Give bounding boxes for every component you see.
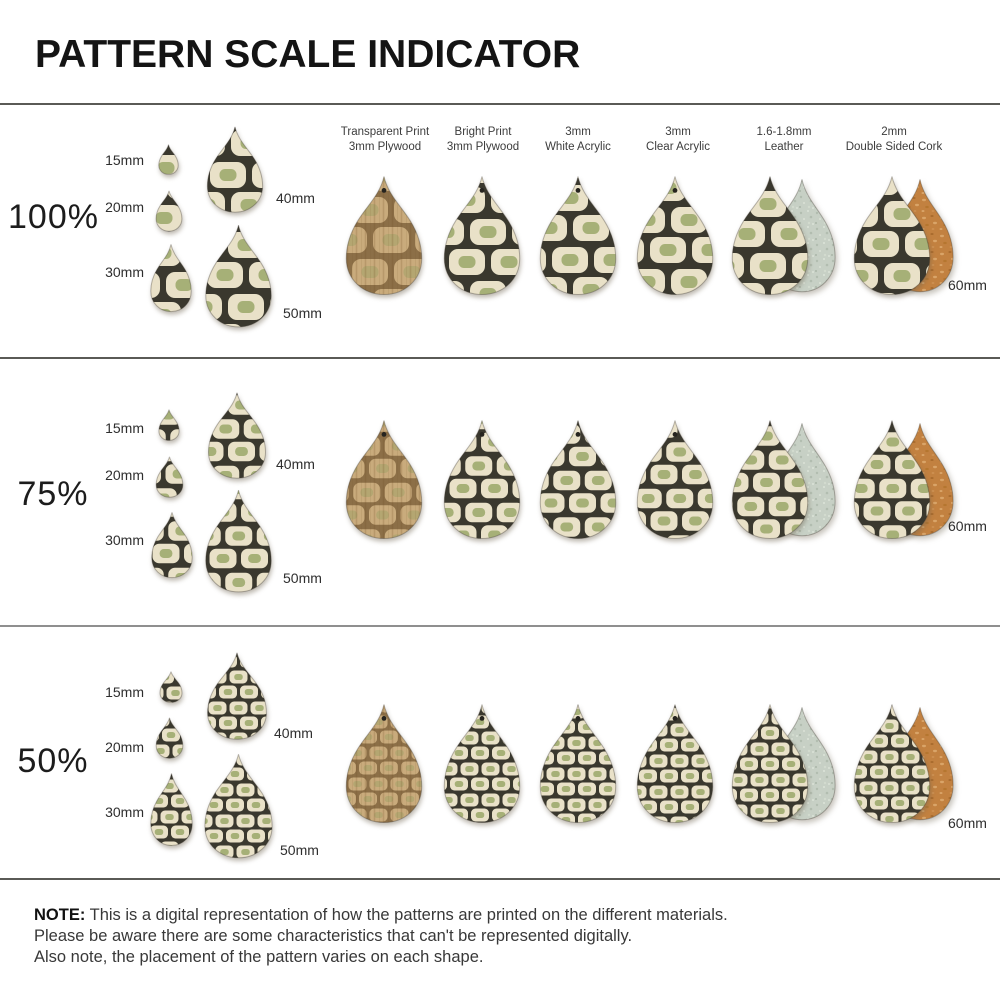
teardrop-material-white-acrylic xyxy=(537,702,619,825)
teardrop-material-leather xyxy=(729,702,811,825)
size-label-20mm: 20mm xyxy=(105,467,144,483)
teardrop-sample-50mm xyxy=(203,223,274,329)
teardrop-sample-30mm xyxy=(149,243,193,313)
teardrop-sample-15mm xyxy=(158,409,180,441)
size-label-50mm: 50mm xyxy=(283,305,322,321)
footnote-line1: NOTE: This is a digital representation o… xyxy=(34,906,728,924)
teardrop-sample-40mm xyxy=(206,391,268,480)
size-label-30mm: 30mm xyxy=(105,532,144,548)
teardrop-sample-40mm xyxy=(205,651,269,741)
teardrop-sample-50mm xyxy=(202,752,275,860)
column-header-white-acrylic: 3mm White Acrylic xyxy=(545,126,611,153)
teardrop-sample-20mm xyxy=(155,717,184,759)
teardrop-material-cork xyxy=(851,702,933,825)
column-header-cork: 2mm Double Sided Cork xyxy=(845,126,943,153)
size-label-20mm: 20mm xyxy=(105,199,144,215)
size-label-30mm: 30mm xyxy=(105,264,144,280)
teardrop-sample-40mm xyxy=(205,125,265,214)
teardrop-sample-15mm xyxy=(158,144,179,175)
column-header-bright-plywood: Bright Print 3mm Plywood xyxy=(446,126,520,153)
teardrop-sample-50mm xyxy=(203,488,274,594)
teardrop-material-white-acrylic xyxy=(537,174,619,297)
scale-label-50: 50% xyxy=(17,742,89,780)
column-header-clear-acrylic: 3mm Clear Acrylic xyxy=(646,126,710,153)
teardrop-material-leather xyxy=(729,174,811,297)
divider-row1-row2 xyxy=(0,357,1000,359)
teardrop-sample-30mm xyxy=(149,772,194,847)
divider-top xyxy=(0,103,1000,105)
teardrop-material-leather xyxy=(729,418,811,541)
teardrop-material-transparent-plywood xyxy=(343,174,425,297)
teardrop-material-white-acrylic xyxy=(537,418,619,541)
size-label-15mm: 15mm xyxy=(105,684,144,700)
teardrop-sample-20mm xyxy=(155,190,183,232)
teardrop-material-bright-plywood xyxy=(441,418,523,541)
column-header-leather: 1.6-1.8mm Leather xyxy=(756,126,812,153)
size-label-30mm: 30mm xyxy=(105,804,144,820)
size-label-60mm: 60mm xyxy=(948,518,987,534)
footnote-line2: Please be aware there are some character… xyxy=(34,927,633,945)
teardrop-material-transparent-plywood xyxy=(343,702,425,825)
footnote-line3: Also note, the placement of the pattern … xyxy=(34,948,484,966)
teardrop-sample-20mm xyxy=(155,456,184,498)
scale-label-75: 75% xyxy=(17,475,89,513)
column-header-transparent-plywood: Transparent Print 3mm Plywood xyxy=(340,126,430,153)
size-label-40mm: 40mm xyxy=(276,190,315,206)
teardrop-sample-15mm xyxy=(159,671,183,703)
teardrop-sample-30mm xyxy=(150,511,194,579)
footnote-note-label: NOTE: xyxy=(34,906,86,924)
size-label-40mm: 40mm xyxy=(274,725,313,741)
teardrop-material-bright-plywood xyxy=(441,174,523,297)
footnote: NOTE: This is a digital representation o… xyxy=(34,905,774,968)
size-label-60mm: 60mm xyxy=(948,277,987,293)
teardrop-material-clear-acrylic xyxy=(634,702,716,825)
size-label-60mm: 60mm xyxy=(948,815,987,831)
size-label-50mm: 50mm xyxy=(280,842,319,858)
size-label-15mm: 15mm xyxy=(105,152,144,168)
size-label-15mm: 15mm xyxy=(105,420,144,436)
divider-bottom xyxy=(0,878,1000,880)
size-label-50mm: 50mm xyxy=(283,570,322,586)
size-label-20mm: 20mm xyxy=(105,739,144,755)
size-label-40mm: 40mm xyxy=(276,456,315,472)
scale-label-100: 100% xyxy=(8,198,99,236)
teardrop-material-transparent-plywood xyxy=(343,418,425,541)
teardrop-material-clear-acrylic xyxy=(634,418,716,541)
page-title: PATTERN SCALE INDICATOR xyxy=(35,33,581,76)
teardrop-material-cork xyxy=(851,174,933,297)
teardrop-material-clear-acrylic xyxy=(634,174,716,297)
teardrop-material-bright-plywood xyxy=(441,702,523,825)
teardrop-material-cork xyxy=(851,418,933,541)
divider-row2-row3 xyxy=(0,625,1000,627)
